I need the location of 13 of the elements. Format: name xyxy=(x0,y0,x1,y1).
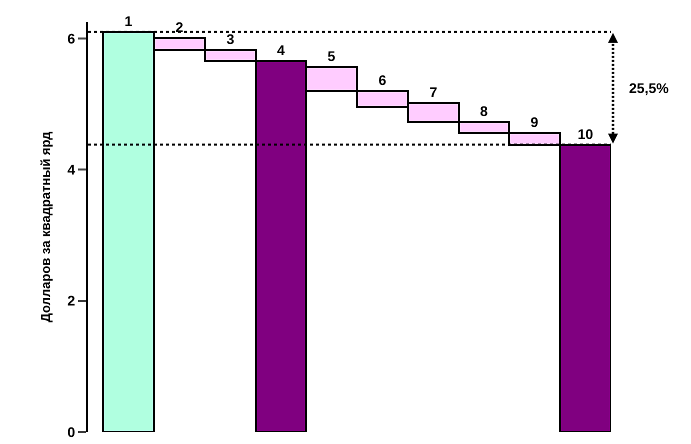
text: 25,5% xyxy=(629,80,670,96)
x-tick-label: 8 xyxy=(480,103,488,119)
y-axis-title: Долларов за квадратный ярд xyxy=(38,130,53,322)
x-tick-label: 7 xyxy=(430,84,438,100)
y-tick-label: 6 xyxy=(67,30,76,46)
x-tick-label: 9 xyxy=(530,114,538,130)
x-tick-label: 10 xyxy=(578,126,594,142)
y-tick-label: 4 xyxy=(67,162,76,178)
x-tick-label: 5 xyxy=(328,48,336,64)
x-tick-label: 1 xyxy=(124,13,132,29)
y-tick-label: 2 xyxy=(67,292,76,309)
y-tick-label: 0 xyxy=(67,424,76,440)
x-tick-label: 3 xyxy=(226,31,234,47)
